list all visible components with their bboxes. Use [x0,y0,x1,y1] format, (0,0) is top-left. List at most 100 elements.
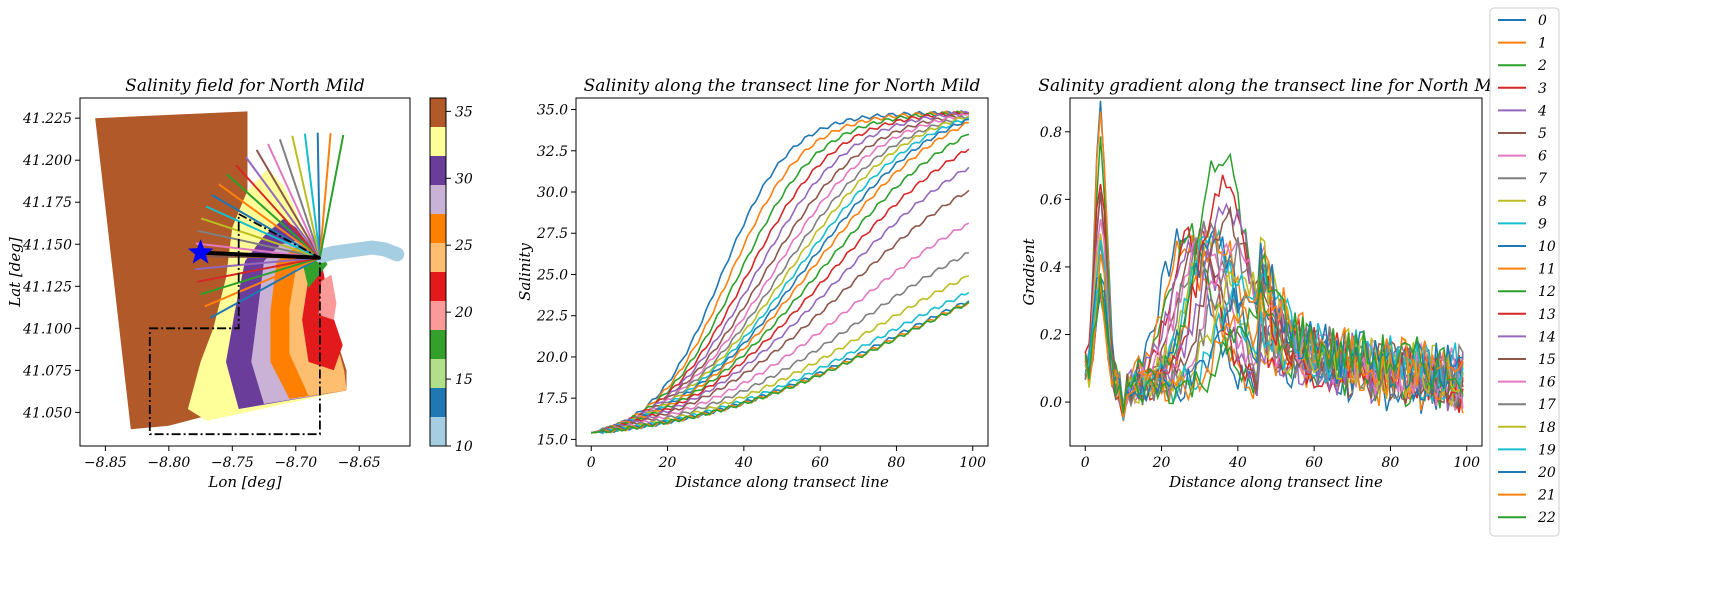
main-transect [200,250,320,260]
transect-ray-21 [318,133,332,258]
salinity-y-tick-label: 15.0 [537,432,568,448]
salinity-line-7 [591,115,970,434]
transect-ray-1 [204,256,321,308]
salinity-x-tick-label: 0 [587,455,596,471]
salinity-y-tick-label: 17.5 [537,391,568,407]
salinity-x-tick-label: 80 [888,455,906,471]
colorbar-tick-label: 35 [455,104,473,120]
colorbar: 10 15 20 25 30 35 [429,97,473,455]
transect-ray-3 [197,256,321,283]
salinity-x-tick-label: 20 [658,455,677,471]
colorbar-segment-9 [430,156,446,185]
transect-ray-0 [209,256,321,319]
colorbar-segment-2 [430,359,446,388]
region-box-0 [148,213,321,436]
salinity-line-22 [591,301,970,434]
legend-label-7: 7 [1538,171,1547,187]
salinity-line-13 [591,148,970,434]
map-x-label: Lon [deg] [207,473,281,491]
colorbar-tick-label: 25 [454,238,473,254]
gradient-axes-frame [1069,97,1483,447]
transect-ray-12 [226,173,321,259]
legend-label-8: 8 [1538,194,1547,210]
map-y-tick-label: 41.050 [22,405,72,421]
colorbar-tick-label: 15 [455,372,473,388]
colorbar-segment-8 [430,185,446,214]
salinity-x-tick-label: 40 [734,455,753,471]
colorbar-tick-label: 30 [455,171,473,187]
transect-ray-17 [278,138,321,259]
legend-label-12: 12 [1538,284,1556,300]
transect-ray-4 [195,256,320,271]
map-y-tick-label: 41.200 [22,153,72,169]
map-x-tick-label: −8.70 [274,455,317,471]
salinity-line-15 [591,189,970,434]
gradient-title: Salinity gradient along the transect lin… [1038,76,1514,96]
transect-ray-8 [200,217,321,259]
colorbar-segment-4 [430,301,446,330]
transect-ray-22 [318,134,345,258]
map-x-tick-label: −8.65 [338,455,381,471]
salinity-y-tick-label: 22.5 [536,309,568,325]
transect-ray-20 [316,132,321,258]
colorbar-segment-11 [430,98,446,127]
salinity-x-tick-label: 60 [811,455,829,471]
salinity-line-2 [591,110,970,434]
salinity-line-14 [591,166,970,434]
salinity-line-4 [591,110,970,434]
legend-label-2: 2 [1537,58,1547,74]
legend-label-9: 9 [1538,216,1547,232]
gradient-y-tick-label: 0.4 [1040,260,1062,276]
salinity-line-17 [591,252,969,434]
transect-ray-15 [255,149,321,259]
map-x-tick-label: −8.85 [84,455,127,471]
salinity-region-7 [318,274,337,320]
legend-label-20: 20 [1537,465,1556,481]
salinity-x-tick-label: 100 [959,455,986,471]
transect-ray-7 [197,229,321,259]
salinity-transect-panel: 0 20 40 60 80 100 15.0 17.5 20.0 22.5 25.0 27.5 30.… [516,76,989,491]
map-y-label: Lat [deg] [6,237,24,308]
gradient-y-ticks: 0.0 0.2 0.4 0.6 0.8 [1040,125,1070,411]
salinity-y-tick-label: 32.5 [537,144,568,160]
map-y-ticks: 41.050 41.075 41.100 41.125 41.150 41.175 41.2… [22,111,80,421]
colorbar-segment-10 [430,127,446,156]
salinity-line-0 [591,109,969,434]
legend-label-18: 18 [1538,420,1556,436]
salinity-line-3 [591,111,969,434]
colorbar-segment-5 [430,272,446,301]
map-axes-frame [79,97,411,447]
salinity-line-5 [591,112,970,434]
gradient-x-tick-label: 0 [1081,455,1090,471]
map-y-tick-label: 41.075 [22,363,72,379]
transect-ray-18 [291,135,321,258]
salinity-line-1 [591,110,970,434]
gradient-transect-panel: 0 20 40 60 80 100 0.0 0.2 0.4 0.6 0.8 Salinity gr… [1020,76,1514,491]
map-y-tick-label: 41.225 [22,111,72,127]
legend-label-13: 13 [1538,307,1556,323]
map-x-ticks: −8.85 −8.80 −8.75 −8.70 −8.65 [84,446,381,471]
legend-label-14: 14 [1538,329,1556,345]
colorbar-segment-6 [430,243,446,272]
salinity-y-ticks: 15.0 17.5 20.0 22.5 25.0 27.5 30.0 32.5 35.0 [536,103,576,448]
transect-ray-11 [218,183,321,259]
salinity-y-tick-label: 20.0 [536,350,568,366]
salinity-line-12 [591,133,970,434]
legend-label-4: 4 [1537,103,1547,119]
gradient-x-tick-label: 40 [1228,455,1247,471]
colorbar-tick-label: 10 [455,439,473,455]
transect-ray-19 [303,133,321,258]
colorbar-segment-3 [430,330,446,359]
map-title: Salinity field for North Mild [125,76,365,96]
gradient-y-tick-label: 0.2 [1040,328,1062,344]
map-y-tick-label: 41.150 [22,237,72,253]
transect-ray-13 [235,164,321,259]
gradient-x-label: Distance along transect line [1168,473,1383,491]
gradient-x-ticks: 0 20 40 60 80 100 [1081,446,1480,471]
gradient-line-21 [1084,250,1464,418]
transect-ray-14 [244,156,321,259]
colorbar-segment-7 [430,214,446,243]
region-boxes [148,213,321,436]
transect-ray-9 [205,205,321,259]
